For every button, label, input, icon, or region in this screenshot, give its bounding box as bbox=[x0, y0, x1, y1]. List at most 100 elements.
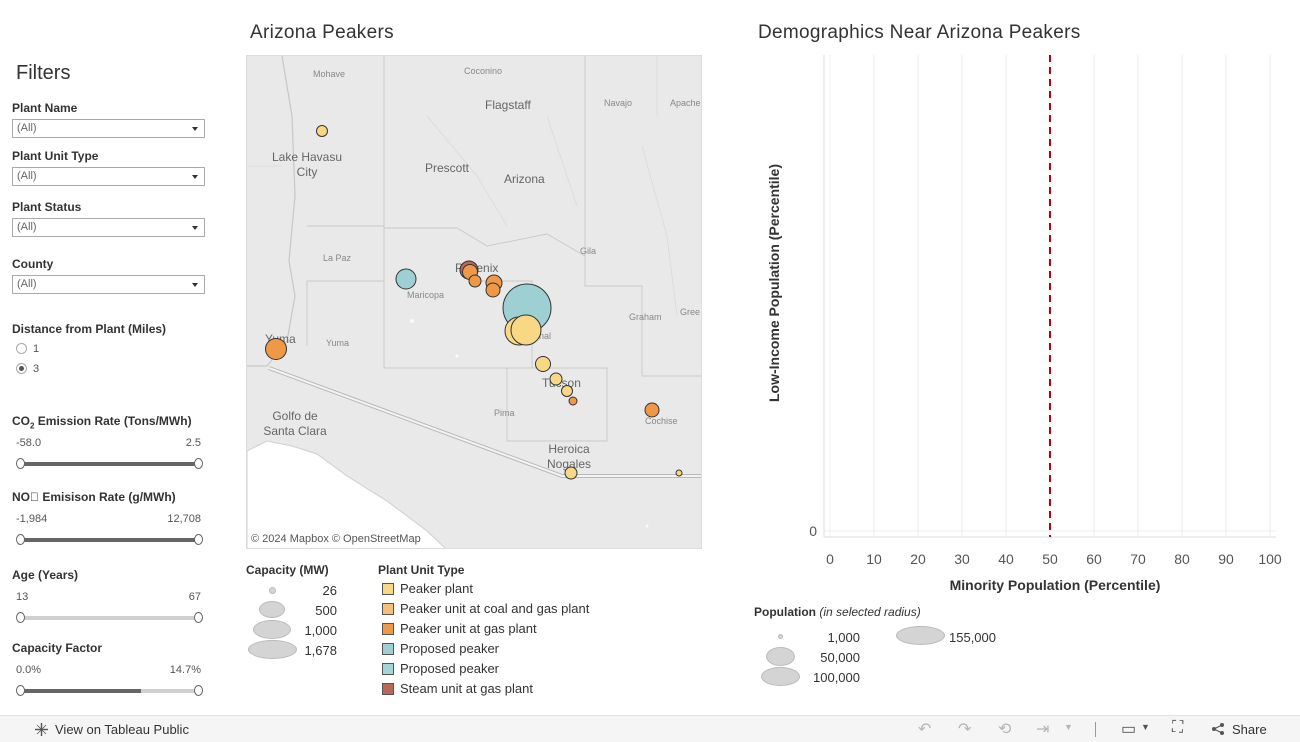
legend-swatch[interactable] bbox=[382, 683, 394, 695]
legend-label[interactable]: Peaker plant bbox=[400, 581, 473, 596]
share-button[interactable]: Share bbox=[1232, 722, 1267, 737]
map-marker[interactable] bbox=[549, 372, 563, 386]
map-title: Arizona Peakers bbox=[250, 22, 394, 43]
capacity-legend-item: 26 bbox=[322, 583, 337, 598]
co2-slider-track[interactable] bbox=[20, 462, 198, 466]
age-slider-track[interactable] bbox=[20, 616, 198, 620]
map-label-prescott: Prescott bbox=[425, 161, 470, 175]
map-label-flagstaff: Flagstaff bbox=[485, 98, 531, 112]
capacity-size-icon bbox=[259, 601, 285, 618]
legend-label[interactable]: Proposed peaker bbox=[400, 661, 500, 676]
plant-name-value: (All) bbox=[17, 122, 37, 134]
revert-icon[interactable]: ⟲ bbox=[998, 721, 1012, 738]
scatter-y-axis-label: Low-Income Population (Percentile) bbox=[766, 164, 782, 402]
co2-slider-min-handle[interactable] bbox=[16, 458, 25, 469]
map-marker[interactable] bbox=[564, 466, 578, 480]
x-tick-label: 50 bbox=[1042, 551, 1058, 567]
capacity-legend-item: 1,000 bbox=[304, 623, 337, 638]
unit-type-dropdown[interactable]: (All) bbox=[12, 167, 205, 186]
legend-label[interactable]: Steam unit at gas plant bbox=[400, 681, 533, 696]
population-legend-item: 100,000 bbox=[813, 670, 860, 685]
comment-icon[interactable]: ▭ bbox=[1121, 721, 1137, 738]
filters-title: Filters bbox=[16, 62, 71, 84]
population-size-icon bbox=[761, 667, 800, 686]
nox-slider-max-handle[interactable] bbox=[194, 534, 203, 545]
comment-dropdown-icon[interactable]: ▼ bbox=[1141, 722, 1150, 732]
age-slider-max-handle[interactable] bbox=[194, 612, 203, 623]
population-legend-item: 1,000 bbox=[827, 630, 860, 645]
arizona-map[interactable]: Mohave Coconino Navajo Apache Flagstaff … bbox=[246, 55, 702, 549]
map-plant-markers bbox=[265, 125, 683, 480]
co2-min: -58.0 bbox=[16, 437, 42, 449]
map-marker[interactable] bbox=[561, 385, 573, 397]
legend-swatch[interactable] bbox=[382, 603, 394, 615]
population-legend-item: 50,000 bbox=[820, 650, 860, 665]
age-max: 67 bbox=[188, 591, 201, 603]
plant-status-dropdown[interactable]: (All) bbox=[12, 218, 205, 237]
toolbar-divider bbox=[1095, 722, 1096, 737]
x-tick-label: 70 bbox=[1130, 551, 1146, 567]
plant-name-dropdown[interactable]: (All) bbox=[12, 119, 205, 138]
nox-max: 12,708 bbox=[167, 513, 201, 525]
chevron-down-icon bbox=[192, 175, 198, 179]
refresh-dropdown-icon[interactable]: ▼ bbox=[1064, 722, 1073, 732]
legend-swatch[interactable] bbox=[382, 643, 394, 655]
redo-icon[interactable]: ↷ bbox=[958, 721, 972, 738]
fullscreen-icon[interactable]: ⛶ bbox=[1172, 719, 1184, 736]
distance-option-3[interactable]: 3 bbox=[16, 362, 39, 375]
map-marker[interactable] bbox=[468, 274, 482, 288]
map-marker[interactable] bbox=[485, 282, 501, 298]
nox-slider-track[interactable] bbox=[20, 538, 198, 542]
co2-label: CO2 Emission Rate (Tons/MWh) bbox=[12, 414, 192, 431]
co2-slider-fill bbox=[20, 462, 198, 466]
capacity-factor-slider-max-handle[interactable] bbox=[194, 685, 203, 696]
map-marker[interactable] bbox=[535, 356, 551, 372]
undo-icon[interactable]: ↶ bbox=[918, 721, 932, 738]
map-marker[interactable] bbox=[316, 125, 328, 137]
legend-label[interactable]: Peaker unit at coal and gas plant bbox=[400, 601, 590, 616]
capacity-factor-min: 0.0% bbox=[16, 664, 42, 676]
scatter-reference-lines bbox=[1049, 55, 1051, 537]
map-marker[interactable] bbox=[644, 402, 660, 418]
x-tick-label: 60 bbox=[1086, 551, 1102, 567]
map-label-yuma: Yuma bbox=[326, 338, 350, 348]
capacity-factor-slider-min-handle[interactable] bbox=[16, 685, 25, 696]
view-on-tableau-link[interactable]: View on Tableau Public bbox=[55, 722, 189, 737]
refresh-icon[interactable]: ⇥ bbox=[1036, 721, 1050, 738]
capacity-factor-slider-track[interactable] bbox=[20, 689, 198, 693]
age-slider-min-handle[interactable] bbox=[16, 612, 25, 623]
co2-slider-max-handle[interactable] bbox=[194, 458, 203, 469]
legend-swatch[interactable] bbox=[382, 663, 394, 675]
map-attribution: © 2024 Mapbox © OpenStreetMap bbox=[251, 533, 421, 545]
x-tick-label: 90 bbox=[1218, 551, 1234, 567]
x-tick-label: 20 bbox=[910, 551, 926, 567]
map-label-gila: Gila bbox=[580, 246, 597, 256]
map-marker[interactable] bbox=[568, 396, 578, 406]
legend-label[interactable]: Proposed peaker bbox=[400, 641, 500, 656]
nox-slider-min-handle[interactable] bbox=[16, 534, 25, 545]
legend-swatch[interactable] bbox=[382, 623, 394, 635]
legend-swatch[interactable] bbox=[382, 583, 394, 595]
map-label-greenlee: Gree bbox=[680, 307, 701, 317]
map-marker[interactable] bbox=[265, 338, 287, 360]
legend-label[interactable]: Peaker unit at gas plant bbox=[400, 621, 537, 636]
share-icon[interactable] bbox=[1211, 722, 1225, 736]
map-marker[interactable] bbox=[395, 268, 417, 290]
distance-option-1[interactable]: 1 bbox=[16, 342, 39, 355]
map-label-arizona: Arizona bbox=[504, 172, 545, 186]
population-legend-item: 155,000 bbox=[949, 630, 996, 645]
map-marker[interactable] bbox=[675, 469, 683, 477]
chevron-down-icon bbox=[192, 127, 198, 131]
plant-status-label: Plant Status bbox=[12, 200, 82, 214]
county-dropdown[interactable]: (All) bbox=[12, 275, 205, 294]
population-legend-title: Population (in selected radius) bbox=[754, 605, 921, 619]
county-value: (All) bbox=[17, 278, 37, 290]
map-label-pima: Pima bbox=[494, 408, 515, 418]
map-basemap bbox=[247, 56, 701, 548]
map-marker[interactable] bbox=[510, 314, 542, 346]
scatter-x-ticks: 0 10 20 30 40 50 60 70 80 90 100 bbox=[826, 551, 1282, 567]
capacity-factor-label: Capacity Factor bbox=[12, 641, 103, 655]
map-label-coconino: Coconino bbox=[464, 66, 503, 76]
